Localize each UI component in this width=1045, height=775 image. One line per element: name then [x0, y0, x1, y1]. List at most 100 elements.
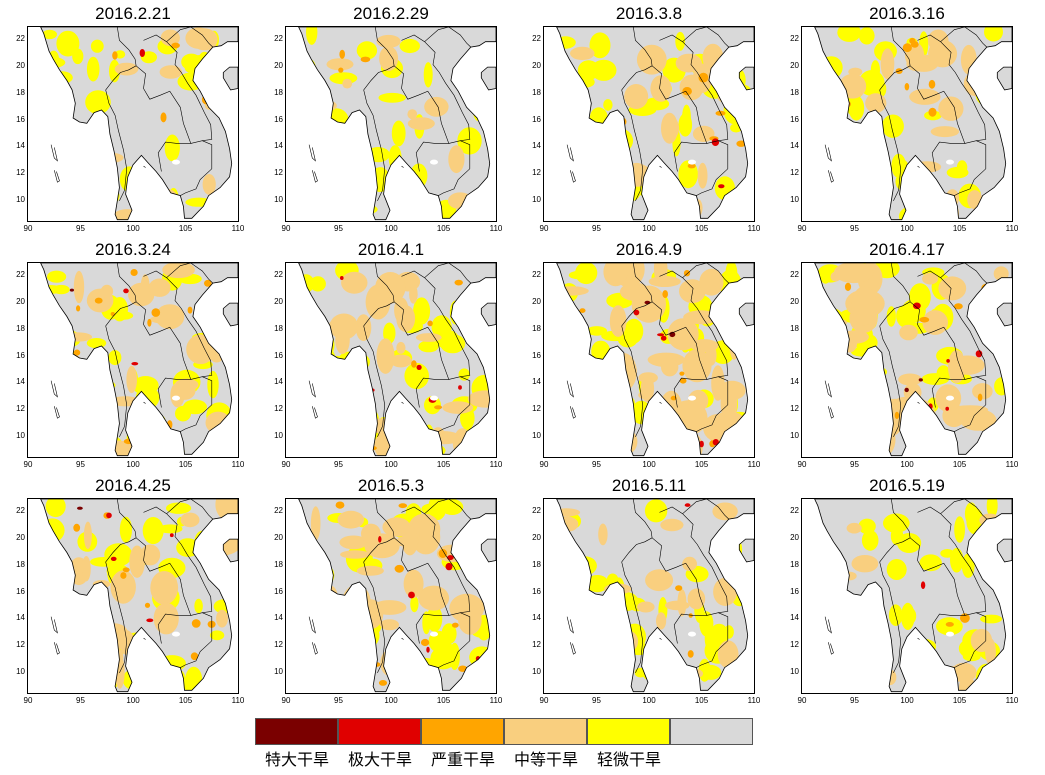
island-outline [308, 144, 316, 162]
x-tick-label: 105 [436, 460, 451, 469]
x-tick-label: 110 [1005, 224, 1019, 233]
y-tick-label: 14 [532, 613, 541, 623]
y-tick-label: 18 [274, 323, 283, 333]
x-tick-label: 100 [642, 460, 656, 469]
coastline [298, 27, 496, 221]
x-tick-label: 90 [539, 224, 549, 233]
legend-color-box [670, 718, 753, 745]
lake-area [946, 159, 954, 165]
coastline [738, 66, 754, 91]
y-tick-label: 18 [532, 559, 541, 569]
y-tick-label: 20 [790, 297, 799, 307]
y-tick-label: 12 [532, 168, 541, 178]
panel-date-title: 2016.4.9 [615, 240, 683, 259]
panel-date-title: 2016.5.3 [357, 476, 425, 495]
island-outline [828, 406, 834, 419]
country-border [940, 27, 988, 48]
y-tick-label: 22 [274, 34, 283, 44]
x-tick-label: 105 [178, 224, 193, 233]
y-tick-label: 14 [274, 377, 283, 387]
x-tick-label: 100 [126, 224, 140, 233]
y-tick-label: 14 [790, 377, 799, 387]
x-tick-label: 100 [126, 696, 140, 705]
island-outline [566, 144, 574, 162]
map-frame [285, 498, 497, 694]
y-tick-label: 14 [16, 377, 25, 387]
x-tick-label: 90 [281, 696, 291, 705]
country-border [143, 506, 213, 613]
land-area [40, 499, 238, 692]
y-tick-label: 20 [790, 61, 799, 71]
x-tick-label: 100 [900, 696, 914, 705]
x-tick-label: 110 [231, 460, 245, 469]
y-tick-label: 14 [274, 613, 283, 623]
island-outline [50, 380, 58, 398]
y-tick-label: 12 [532, 640, 541, 650]
y-tick-label: 12 [532, 404, 541, 414]
y-tick-label: 10 [274, 430, 283, 440]
country-border [909, 301, 966, 408]
x-tick-label: 90 [797, 460, 807, 469]
y-tick-label: 22 [790, 506, 799, 516]
x-tick-label: 90 [23, 460, 33, 469]
y-tick-label: 22 [274, 506, 283, 516]
x-tick-label: 105 [952, 696, 967, 705]
y-tick-label: 12 [16, 404, 25, 414]
country-border [682, 263, 730, 284]
island-outline [143, 401, 146, 404]
island-outline [570, 642, 576, 655]
coastline [480, 302, 496, 327]
lake-area [946, 395, 954, 401]
country-border [651, 537, 708, 644]
legend-color-box [338, 718, 421, 745]
y-tick-label: 10 [790, 430, 799, 440]
y-tick-label: 10 [16, 666, 25, 676]
island-outline [824, 144, 832, 162]
y-tick-label: 18 [790, 87, 799, 97]
country-border [105, 499, 137, 674]
drought-map [556, 27, 754, 221]
country-border [909, 537, 966, 644]
island-outline [308, 616, 316, 634]
country-border [401, 34, 471, 141]
land-area [481, 539, 496, 562]
island-outline [54, 170, 60, 183]
coastline [814, 263, 1012, 457]
y-tick-label: 14 [16, 613, 25, 623]
land-area [556, 499, 754, 692]
x-tick-label: 105 [952, 224, 967, 233]
drought-map [40, 499, 238, 693]
island-outline [570, 406, 576, 419]
y-tick-label: 18 [790, 559, 799, 569]
y-tick-label: 12 [274, 640, 283, 650]
country-border [696, 140, 729, 196]
x-tick-label: 90 [539, 460, 549, 469]
country-border [940, 263, 988, 284]
legend-label: 极大干旱 [347, 750, 412, 769]
x-tick-label: 110 [1005, 460, 1019, 469]
y-tick-label: 10 [274, 666, 283, 676]
panel-date-title: 2016.3.16 [869, 4, 945, 23]
y-tick-label: 12 [790, 404, 799, 414]
island-outline [312, 406, 318, 419]
x-tick-label: 95 [592, 696, 601, 705]
y-tick-label: 10 [532, 194, 541, 204]
x-tick-label: 95 [76, 224, 85, 233]
panel-date-title: 2016.3.8 [615, 4, 683, 23]
y-tick-label: 14 [790, 141, 799, 151]
island-outline [50, 616, 58, 634]
drought-map [298, 263, 496, 457]
country-border [180, 612, 213, 668]
legend-color-box [587, 718, 670, 745]
coastline [996, 302, 1012, 327]
x-tick-label: 105 [694, 224, 709, 233]
x-tick-label: 100 [642, 696, 656, 705]
y-tick-label: 22 [532, 34, 541, 44]
coastline [556, 27, 754, 221]
y-tick-label: 12 [274, 404, 283, 414]
panel-date-title: 2016.4.17 [869, 240, 945, 259]
country-border [879, 499, 911, 674]
y-tick-label: 16 [16, 114, 25, 124]
y-tick-label: 18 [532, 87, 541, 97]
country-border [954, 376, 987, 432]
